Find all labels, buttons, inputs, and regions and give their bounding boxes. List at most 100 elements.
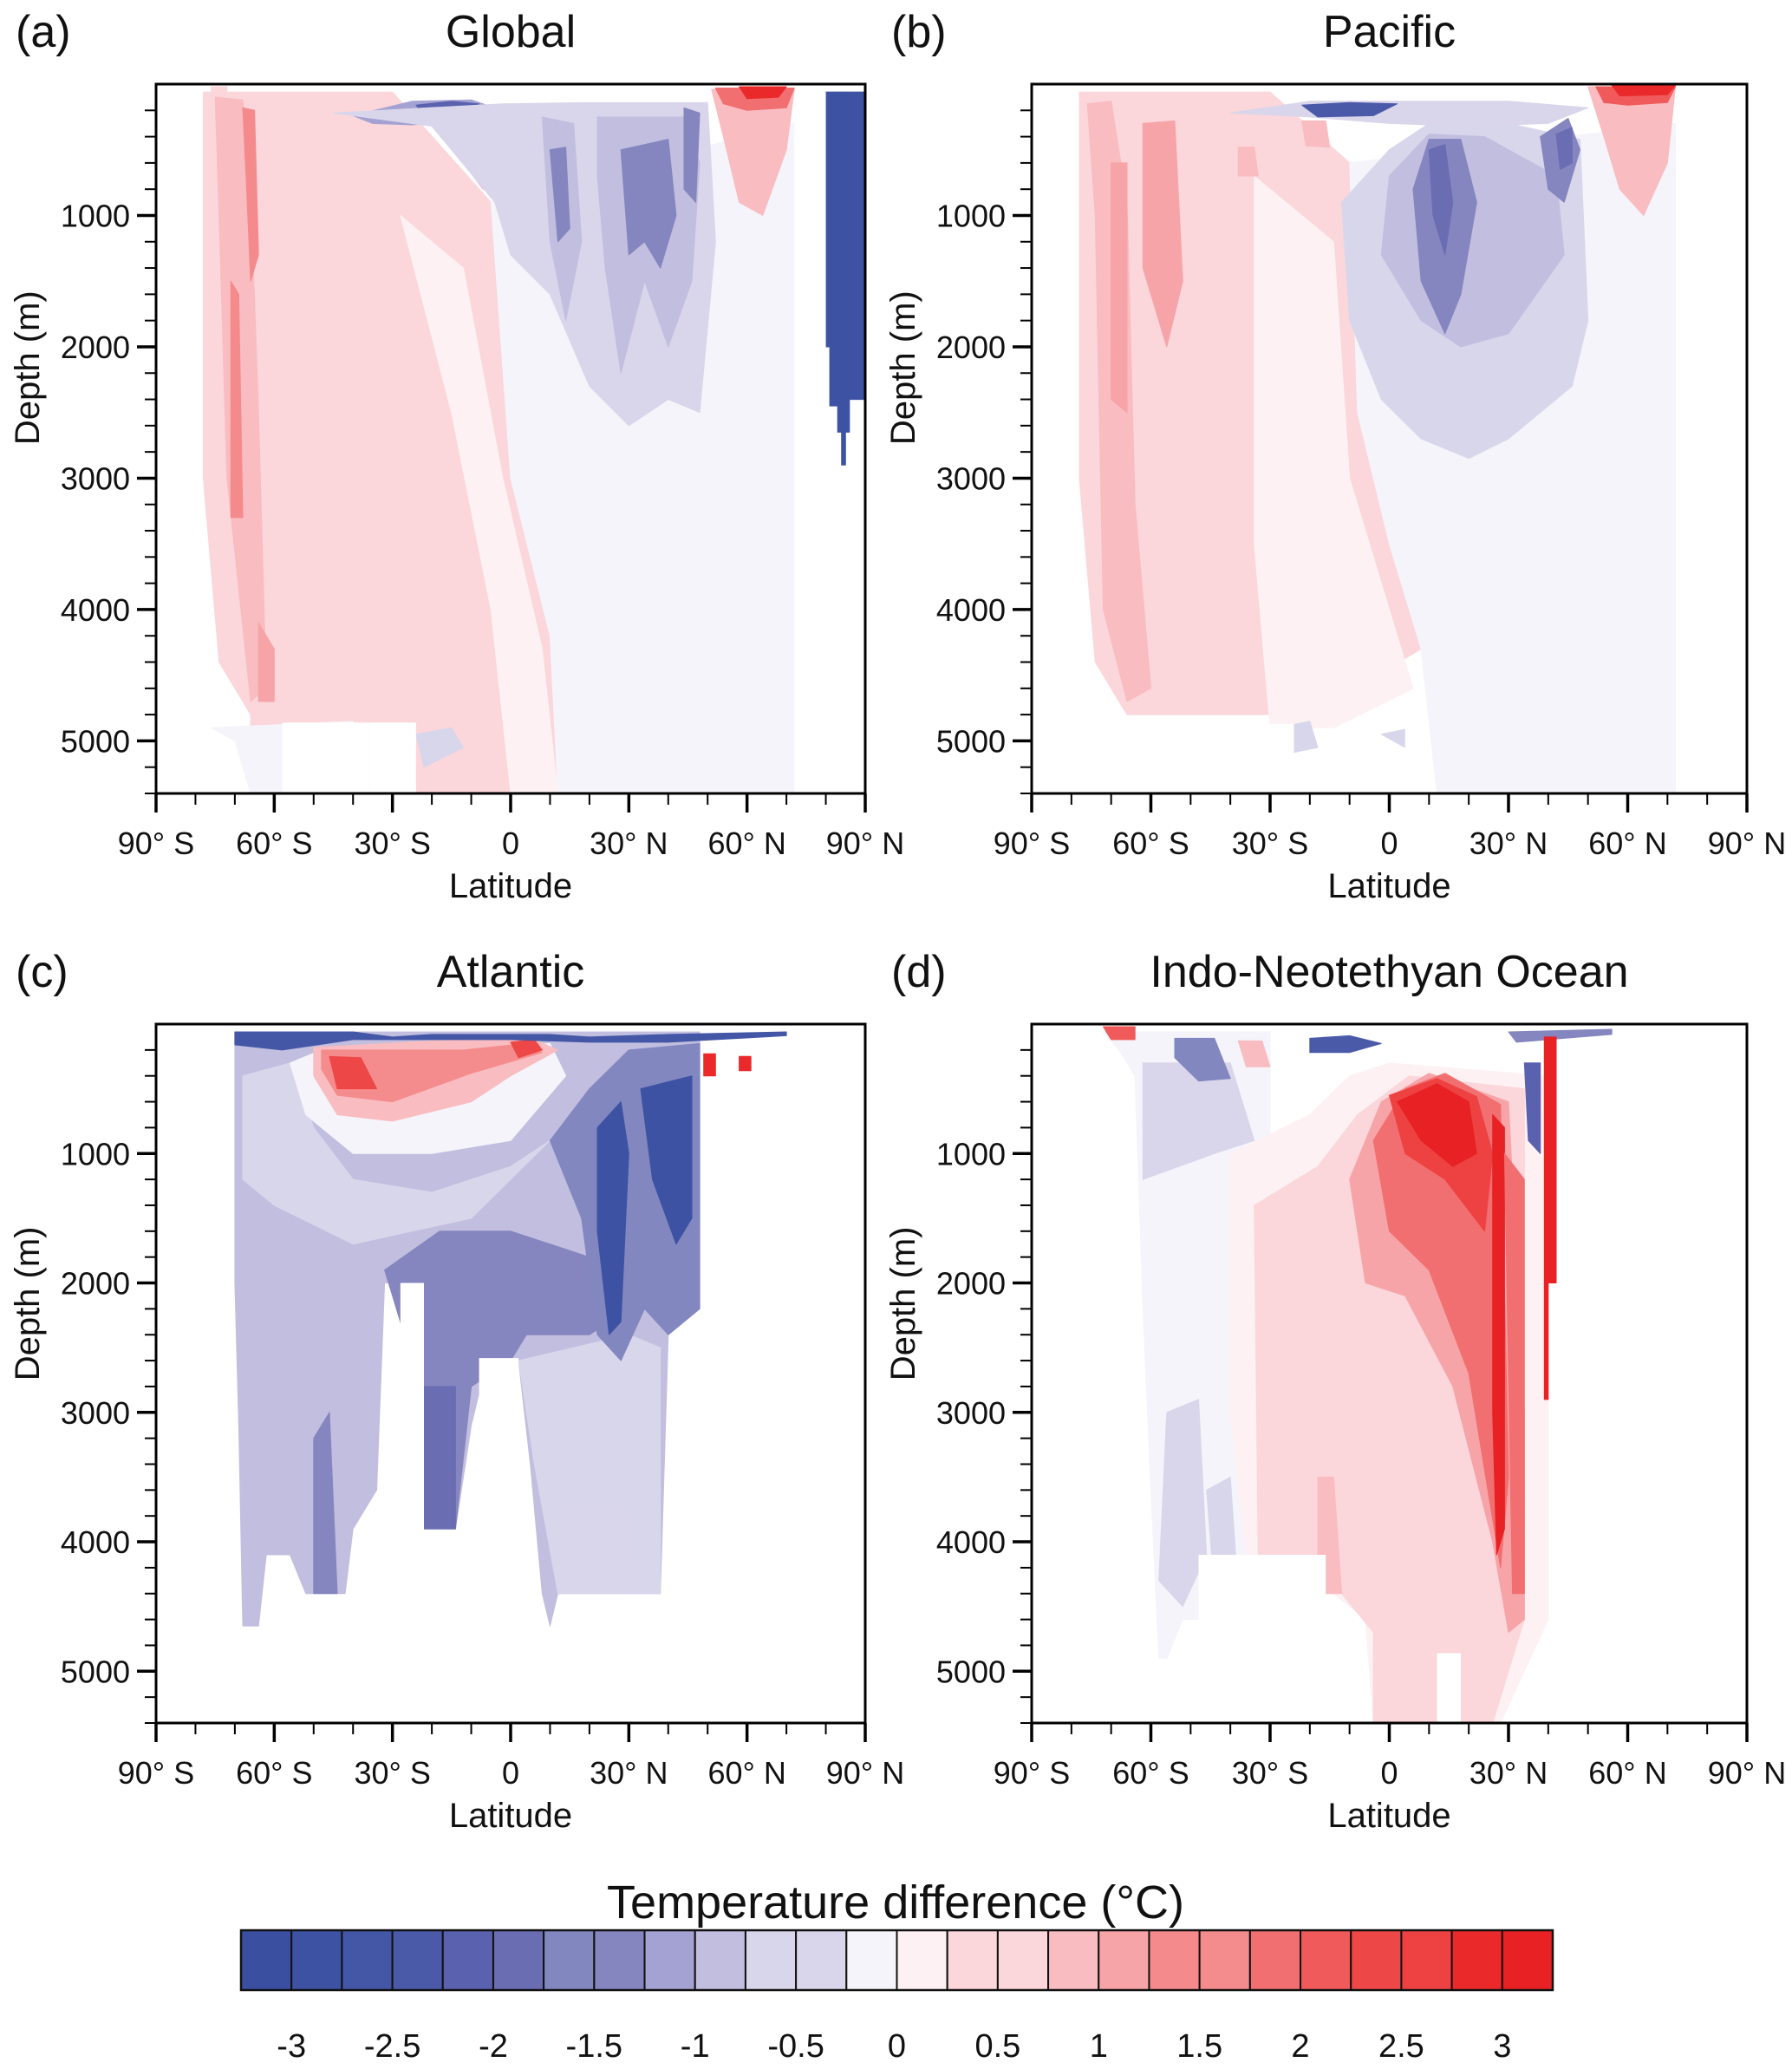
land-mask — [1183, 723, 1203, 793]
x-tick-label: 30° S — [1232, 1755, 1308, 1791]
x-tick-label: 0 — [502, 826, 519, 861]
y-tick-label: 3000 — [61, 1395, 130, 1431]
colorbar-tick-label: -2.5 — [364, 2028, 420, 2065]
x-axis-label: Latitude — [1327, 1797, 1450, 1835]
contour-region — [1174, 1037, 1231, 1082]
contour-region — [1103, 1026, 1136, 1041]
colorbar-boxes — [239, 1929, 1554, 1992]
colorbar-box — [1098, 1929, 1150, 1991]
y-tick-label: 2000 — [61, 1266, 130, 1302]
colorbar-box — [1350, 1929, 1403, 1991]
y-axis-label: Depth (m) — [9, 290, 47, 445]
land-mask — [400, 1283, 424, 1723]
contour-region — [1503, 1152, 1525, 1595]
contour-region — [415, 727, 464, 768]
contour-region — [1142, 120, 1183, 348]
contour-region — [1237, 147, 1259, 177]
x-tick-label: 30° S — [354, 826, 430, 861]
colorbar-tick-label: 3 — [1493, 2028, 1511, 2065]
x-tick-label: 0 — [502, 1755, 519, 1791]
contour-region — [242, 107, 259, 282]
contour-region — [640, 1075, 693, 1245]
colorbar-box — [694, 1929, 746, 1991]
y-tick-label: 5000 — [936, 1654, 1006, 1689]
panel-3: 90° S 60° S 30° S 0 30° N 60° N 90° N Latitude 1… — [9, 947, 904, 1835]
colorbar-tick-label: 0 — [888, 2028, 906, 2065]
x-tick-label: 90° N — [826, 826, 904, 861]
x-tick-label: 60° S — [1112, 1755, 1189, 1791]
x-tick-label: 90° N — [1708, 1755, 1786, 1791]
contour-region — [329, 1055, 377, 1090]
panel-letter: (c) — [16, 947, 68, 997]
contour-region — [400, 215, 558, 793]
colorbar-box — [290, 1929, 343, 1991]
colorbar-box — [946, 1929, 999, 1991]
colorbar-box — [543, 1929, 596, 1991]
colorbar-box — [1198, 1929, 1251, 1991]
x-tick-label: 90° S — [994, 826, 1070, 861]
y-tick-label: 5000 — [936, 723, 1006, 759]
colorbar-box — [492, 1929, 545, 1991]
y-tick-label: 1000 — [936, 198, 1006, 233]
y-tick-label: 1000 — [61, 198, 130, 233]
y-axis-label: Depth (m) — [9, 1226, 47, 1380]
contour-region — [257, 622, 275, 702]
colorbar-tick-label: 2 — [1291, 2028, 1309, 2065]
panel-title: Pacific — [1323, 7, 1456, 57]
contour-field — [234, 1031, 787, 1723]
contour-region — [703, 1053, 716, 1077]
x-tick-label: 90° S — [994, 1755, 1070, 1791]
colorbar-box — [744, 1929, 798, 1991]
y-tick-label: 2000 — [61, 330, 130, 365]
panel-title: Atlantic — [437, 947, 585, 997]
contour-region — [234, 1031, 787, 1051]
y-axis-label: Depth (m) — [884, 290, 922, 445]
contour-region — [1111, 162, 1128, 414]
contour-region — [1543, 1036, 1557, 1400]
panel-4: 90° S 60° S 30° S 0 30° N 60° N 90° N Latitude 1… — [884, 947, 1786, 1835]
x-tick-label: 90° N — [826, 1755, 904, 1791]
x-tick-label: 60° N — [707, 1755, 785, 1791]
x-tick-label: 60° S — [236, 1755, 312, 1791]
y-tick-label: 1000 — [61, 1136, 130, 1172]
colorbar-box — [845, 1929, 898, 1991]
y-tick-label: 3000 — [936, 1395, 1006, 1431]
panels: 90° S 60° S 30° S 0 30° N 60° N 90° N Latitude 1… — [9, 7, 1786, 1835]
contour-region — [711, 88, 795, 216]
panel-title: Global — [446, 7, 576, 57]
colorbar-box — [391, 1929, 444, 1991]
y-tick-label: 4000 — [61, 1524, 130, 1560]
panel-letter: (a) — [16, 7, 71, 57]
contour-region — [211, 86, 228, 93]
contour-region — [825, 91, 865, 466]
contour-region — [549, 147, 570, 243]
x-tick-label: 60° N — [707, 826, 785, 861]
panel-2: 90° S 60° S 30° S 0 30° N 60° N 90° N Latitude 1… — [884, 7, 1786, 905]
x-tick-label: 60° N — [1588, 826, 1666, 861]
land-mask — [1198, 1555, 1270, 1723]
land-mask — [1230, 723, 1294, 793]
contour-region — [1158, 1399, 1208, 1608]
contour-region — [203, 91, 558, 793]
x-tick-label: 90° S — [118, 1755, 194, 1791]
land-mask — [1437, 1653, 1461, 1723]
colorbar-box — [240, 1929, 293, 1991]
colorbar-box — [996, 1929, 1050, 1991]
contour-region — [1301, 101, 1398, 118]
y-tick-label: 4000 — [936, 592, 1006, 628]
y-tick-label: 1000 — [936, 1136, 1006, 1172]
x-tick-label: 0 — [1380, 826, 1398, 861]
colorbar-tick-label: -1.5 — [566, 2028, 622, 2065]
colorbar: Temperature difference (°C) -3 -2.5 -2 -1.5… — [239, 1876, 1554, 2065]
x-tick-label: 30° N — [590, 1755, 668, 1791]
x-tick-label: 30° N — [1469, 826, 1548, 861]
colorbar-tick-label: 1.5 — [1176, 2028, 1222, 2065]
colorbar-box — [441, 1929, 494, 1991]
colorbar-tick-label: -1 — [681, 2028, 710, 2065]
colorbar-box — [643, 1929, 696, 1991]
colorbar-tick-label: -2 — [479, 2028, 508, 2065]
y-tick-label: 2000 — [936, 330, 1006, 365]
panel-letter: (b) — [891, 7, 947, 57]
x-tick-label: 60° S — [236, 826, 312, 861]
